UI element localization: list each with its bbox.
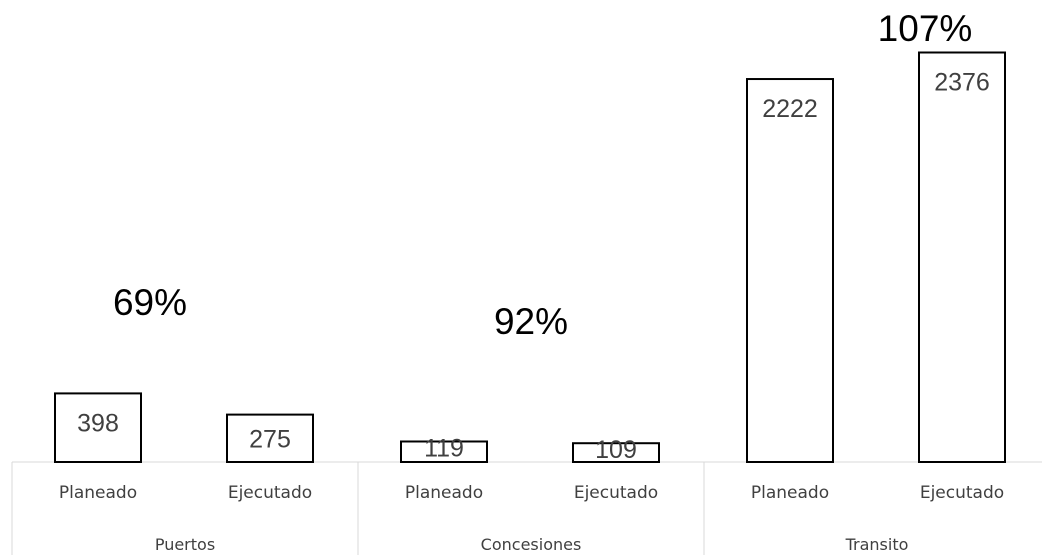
percentage-label: 69%: [113, 282, 187, 323]
bar-concesiones-ejecutado: [572, 442, 660, 463]
bar-value-label: 275: [249, 425, 291, 453]
category-tick-label: Ejecutado: [920, 483, 1004, 503]
bar-puertos-ejecutado: [226, 413, 314, 464]
category-tick-label: Ejecutado: [574, 483, 658, 503]
group-tick-label: Puertos: [155, 535, 215, 554]
category-tick-label: Planeado: [751, 483, 829, 503]
category-tick-label: Planeado: [405, 483, 483, 503]
percentage-label: 107%: [878, 8, 973, 49]
bar-value-label: 2376: [934, 68, 990, 96]
category-tick-label: Planeado: [59, 483, 137, 503]
percentage-label: 92%: [494, 301, 568, 342]
bar-value-label: 109: [595, 436, 637, 464]
bar-transito-planeado: [746, 78, 834, 463]
bar-value-label: 2222: [762, 95, 818, 123]
bar-value-label: 398: [77, 409, 119, 437]
bar-transito-ejecutado: [918, 51, 1006, 463]
group-tick-label: Transito: [845, 535, 909, 554]
group-tick-label: Concesiones: [481, 535, 582, 554]
category-tick-label: Ejecutado: [228, 483, 312, 503]
bar-concesiones-planeado: [400, 440, 488, 464]
bar-puertos-planeado: [54, 392, 142, 463]
bar-value-label: 119: [424, 434, 464, 462]
